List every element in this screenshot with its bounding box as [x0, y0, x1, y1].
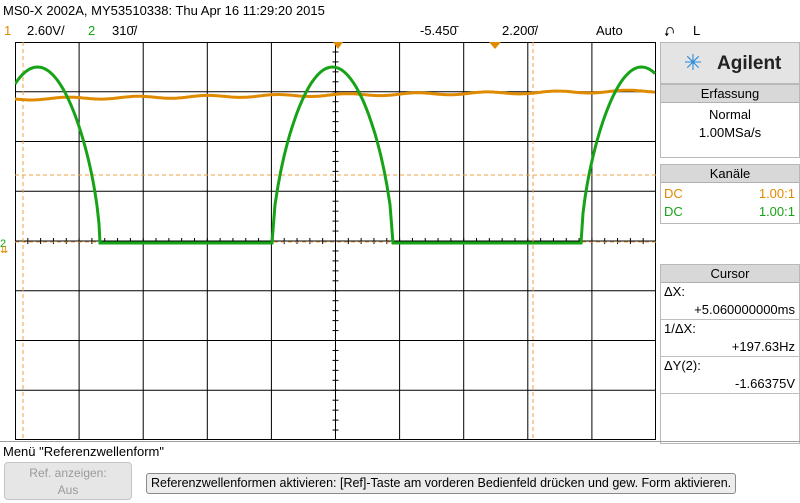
trigger-position-marker — [333, 42, 343, 49]
ch1-waveform — [15, 88, 656, 102]
graticule — [15, 42, 656, 440]
brand-name: Agilent — [717, 53, 782, 74]
acquisition-box: Erfassung Normal 1.00MSa/s — [660, 84, 800, 158]
help-message: Referenzwellenformen aktivieren: [Ref]-T… — [146, 473, 737, 494]
cursor-inv-dx-value: +197.63Hz — [731, 339, 795, 354]
ch2-scale: 310̄/ — [112, 23, 138, 38]
channels-box: Kanäle DC 1.00:1 DC 1.00:1 — [660, 164, 800, 224]
menu-divider — [0, 441, 800, 442]
ch2-coupling: DC — [664, 204, 683, 219]
trigger-edge-icon: ⮏ — [664, 24, 675, 39]
cursor-dx-label: ΔX: — [664, 284, 685, 299]
ref-display-value: Aus — [57, 483, 79, 497]
acquisition-header: Erfassung — [661, 85, 799, 103]
cursor-dy-value: -1.66375V — [735, 376, 795, 391]
cursor-dx-value: +5.060000000ms — [694, 302, 795, 317]
side-panel: ✳ Agilent Erfassung Normal 1.00MSa/s Kan… — [660, 42, 800, 444]
ch2-probe-ratio: 1.00:1 — [758, 204, 795, 219]
ch1-indicator[interactable]: 1 — [4, 23, 12, 38]
cursor-box: Cursor ΔX: +5.060000000ms 1/ΔX: +197.63H… — [660, 264, 800, 444]
channel-1-row: DC 1.00:1 — [661, 185, 799, 203]
sample-rate: 1.00MSa/s — [698, 125, 762, 140]
channels-header: Kanäle — [661, 165, 799, 183]
cursor-header: Cursor — [661, 265, 799, 283]
time-position: -5.450̄ — [420, 23, 457, 38]
brand-logo: ✳ Agilent — [660, 42, 800, 84]
ref-display-softkey[interactable]: Ref. anzeigen: Aus — [4, 462, 132, 500]
ref-display-label: Ref. anzeigen: — [29, 466, 107, 480]
ch1-scale: 2.60V/ — [27, 23, 65, 38]
cursor-dy-value-row: -1.66375V — [661, 375, 799, 394]
ch2-indicator[interactable]: 2 — [88, 23, 96, 38]
cursor-dx-label-row: ΔX: — [661, 283, 799, 301]
cursor-dx-value-row: +5.060000000ms — [661, 301, 799, 320]
trigger-mode: Auto — [596, 23, 623, 38]
ch2-waveform — [15, 65, 656, 245]
cursor-dy-label: ΔY(2): — [664, 358, 701, 373]
cursor-inv-dx-label: 1/ΔX: — [664, 321, 696, 336]
ch1-coupling: DC — [664, 186, 683, 201]
ch2-ground-marker[interactable]: 2 — [0, 238, 7, 250]
waveform-display[interactable] — [15, 42, 656, 440]
acquisition-mode: Normal — [709, 107, 751, 122]
time-reference-marker — [489, 42, 501, 49]
ch1-probe-ratio: 1.00:1 — [758, 186, 795, 201]
cursor-inv-dx-label-row: 1/ΔX: — [661, 320, 799, 338]
starburst-icon: ✳ — [683, 50, 703, 75]
channel-2-row: DC 1.00:1 — [661, 203, 799, 221]
window-title: MS0-X 2002A, MY53510338: Thu Apr 16 11:2… — [3, 3, 325, 18]
menu-title: Menü "Referenzwellenform" — [3, 444, 164, 459]
cursor-dy-label-row: ΔY(2): — [661, 357, 799, 375]
time-scale: 2.200̄/ — [502, 23, 539, 38]
trigger-level: L — [693, 23, 701, 38]
cursor-inv-dx-value-row: +197.63Hz — [661, 338, 799, 357]
ch1-ground-marker[interactable]: ⇊ — [0, 245, 9, 256]
status-bar: 1 2.60V/ 2 310̄/ -5.450̄ 2.200̄/ Auto ⮏ … — [0, 20, 700, 42]
